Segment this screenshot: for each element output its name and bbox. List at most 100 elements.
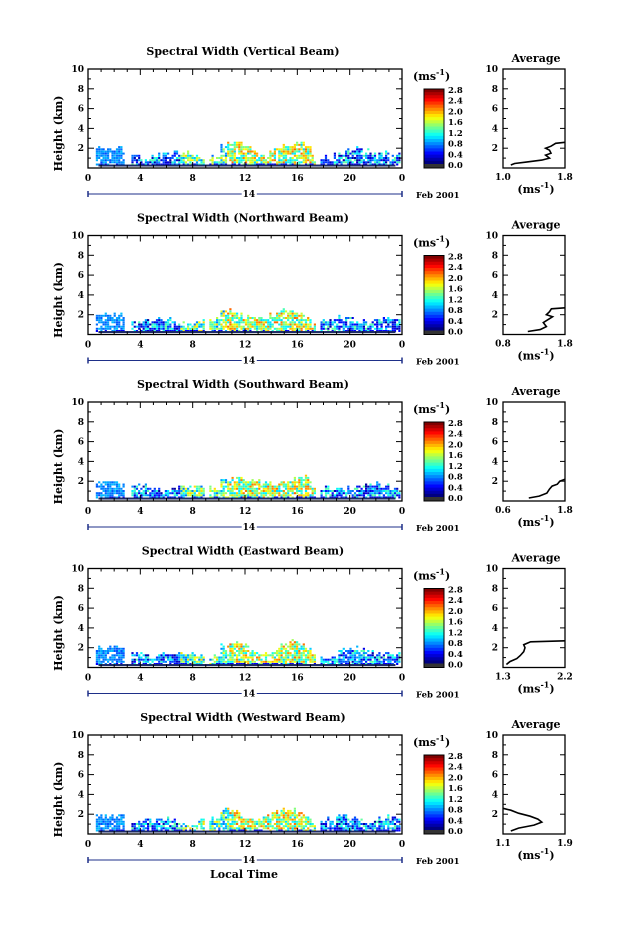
heatmap-cell: [322, 660, 325, 663]
heatmap-cell: [260, 492, 263, 495]
colorbar-segment: [424, 330, 444, 335]
x-tick-label: 16: [291, 840, 304, 850]
heatmap-cell: [356, 494, 359, 497]
heatmap-cell: [280, 829, 283, 832]
heatmap-cell: [182, 496, 185, 499]
heatmap-cell: [398, 161, 401, 164]
heatmap-cell: [142, 658, 145, 661]
heatmap-cell: [193, 327, 196, 330]
heatmap-cell: [198, 820, 201, 823]
heatmap-cell: [393, 487, 397, 490]
heatmap-cell: [202, 321, 205, 324]
heatmap-cell: [122, 161, 125, 164]
heatmap-cell: [202, 319, 205, 322]
heatmap-cell: [107, 321, 110, 324]
heatmap-cell: [160, 658, 163, 661]
heatmap-cell: [333, 663, 336, 665]
heatmap-cell: [353, 496, 357, 499]
heatmap-cell: [231, 314, 234, 317]
heatmap-cell: [227, 812, 230, 815]
heatmap-cell: [340, 663, 343, 665]
heatmap-cell: [184, 330, 187, 332]
heatmap-cell: [138, 327, 141, 330]
heatmap-cell: [113, 492, 116, 495]
heatmap-cell: [224, 654, 228, 657]
heatmap-cell: [287, 816, 290, 819]
heatmap-cell: [107, 827, 110, 830]
heatmap-cell: [160, 325, 163, 328]
heatmap-cell: [100, 654, 103, 657]
heatmap-cell: [140, 159, 143, 162]
heatmap-cell: [260, 154, 263, 157]
colorbar-unit: (ms-1): [413, 567, 450, 583]
heatmap-cell: [351, 823, 354, 825]
heatmap-cell: [102, 481, 105, 484]
heatmap-cell: [140, 825, 143, 828]
heatmap-cell: [244, 146, 248, 149]
heatmap-cell: [389, 496, 392, 499]
heatmap-cell: [164, 820, 167, 823]
heatmap-cell: [175, 157, 179, 159]
heatmap-cell: [167, 656, 170, 659]
heatmap-cell: [100, 314, 103, 317]
heatmap-cell: [302, 650, 305, 652]
heatmap-cell: [369, 658, 372, 661]
colorbar-frame: [423, 754, 445, 835]
heatmap-cell: [149, 323, 152, 326]
heatmap-cell: [380, 327, 383, 330]
heatmap-cell: [264, 485, 268, 488]
heatmap-cell: [98, 150, 101, 153]
heatmap-cell: [369, 327, 372, 330]
heatmap-cell: [373, 492, 377, 495]
heatmap-cell: [224, 161, 228, 164]
heatmap-cell: [222, 823, 225, 825]
heatmap-cell: [291, 492, 294, 495]
heatmap-cell: [109, 327, 112, 330]
heatmap-cell: [369, 152, 372, 155]
heatmap-cell: [133, 829, 136, 832]
heatmap-cell: [280, 820, 283, 823]
heatmap-cell: [240, 479, 243, 482]
heatmap-cell: [358, 485, 361, 488]
colorbar-segment: [424, 151, 444, 156]
heatmap-cell: [218, 658, 221, 661]
heatmap-cell: [144, 492, 147, 495]
heatmap-cell: [100, 485, 103, 488]
heatmap-cell: [160, 163, 163, 166]
average-title: Average: [510, 552, 560, 565]
heatmap-cell: [345, 330, 348, 332]
heatmap-cell: [256, 494, 259, 497]
heatmap-cell: [231, 325, 234, 328]
heatmap-cell: [109, 496, 112, 499]
heatmap-cell: [102, 487, 105, 490]
unit-close: ): [445, 70, 450, 83]
heatmap-cell: [264, 321, 268, 324]
heatmap-cell: [264, 490, 268, 492]
heatmap-cell: [304, 154, 308, 157]
heatmap-cell: [338, 490, 341, 492]
colorbar-segment: [424, 644, 444, 649]
heatmap-cell: [229, 481, 232, 484]
heatmap-cell: [95, 652, 98, 655]
heatmap-cell: [233, 481, 236, 484]
heatmap-cell: [338, 823, 341, 825]
heatmap-cell: [284, 310, 288, 313]
heatmap-cell: [387, 820, 390, 823]
heatmap-cell: [304, 481, 308, 484]
heatmap-cell: [373, 327, 377, 330]
heatmap-cell: [340, 487, 343, 490]
heatmap-cell: [231, 814, 234, 817]
heatmap-cell: [153, 829, 156, 832]
heatmap-cell: [98, 827, 101, 830]
heatmap-cell: [95, 148, 98, 151]
heatmap-cell: [371, 663, 374, 665]
heatmap-cell: [100, 161, 103, 164]
heatmap-cell: [202, 161, 205, 164]
heatmap-cell: [251, 820, 254, 823]
heatmap-cell: [191, 159, 194, 162]
heatmap-cell: [347, 818, 350, 821]
heatmap-cell: [391, 325, 394, 328]
heatmap-cell: [307, 654, 310, 657]
heatmap-cell: [287, 645, 290, 648]
heatmap-cell: [240, 154, 243, 157]
